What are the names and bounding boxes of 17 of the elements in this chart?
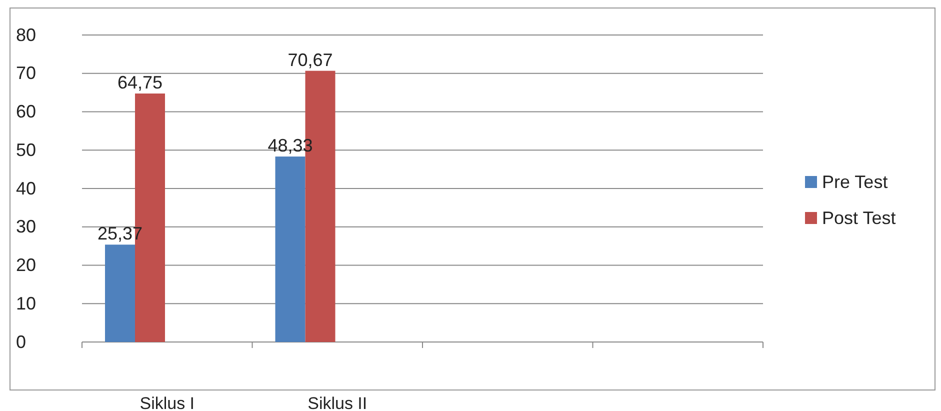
- y-tick-label: 80: [16, 24, 36, 45]
- y-tick-label: 20: [16, 255, 36, 276]
- y-tick-label: 60: [16, 102, 36, 122]
- legend-label: Post Test: [822, 208, 896, 228]
- legend-label: Pre Test: [822, 172, 888, 192]
- bar: [275, 156, 306, 342]
- y-tick-label: 40: [16, 178, 36, 198]
- y-tick-label: 30: [16, 216, 36, 237]
- bar: [105, 244, 135, 342]
- x-tick-label: Siklus I: [140, 394, 195, 411]
- x-tick-label: Siklus II: [308, 394, 368, 411]
- y-tick-label: 10: [16, 293, 36, 314]
- y-tick-label: 50: [16, 140, 36, 160]
- data-label: 70,67: [288, 50, 333, 70]
- data-label: 64,75: [117, 72, 163, 93]
- y-tick-label: 70: [16, 63, 36, 84]
- y-tick-label: 0: [16, 332, 26, 352]
